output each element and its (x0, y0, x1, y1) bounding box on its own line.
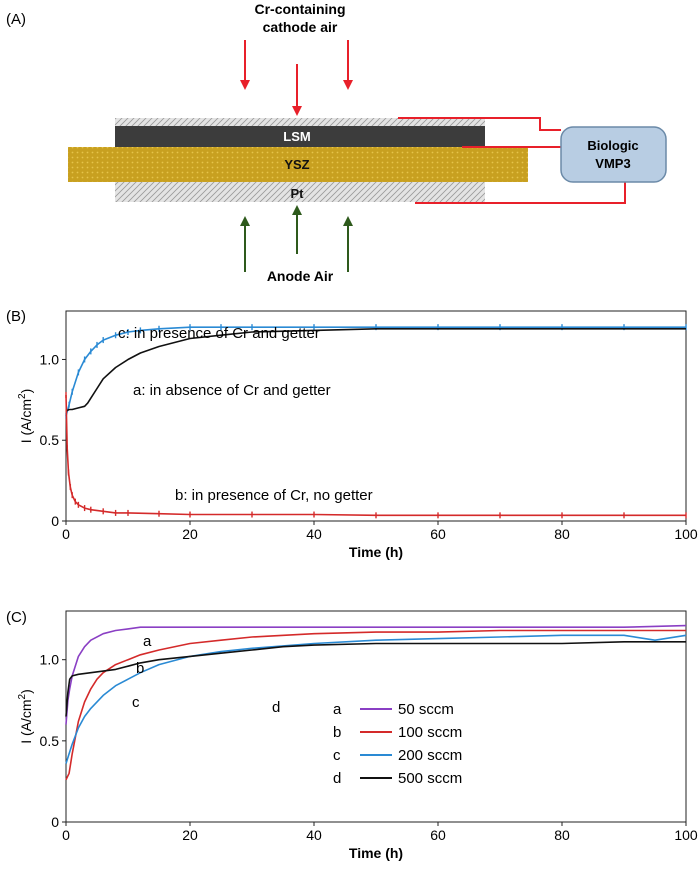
panel-label-a: (A) (6, 11, 26, 28)
chart-c-x-tick-label: 60 (430, 827, 446, 843)
instrument-label-line2: VMP3 (595, 156, 630, 171)
panel-label-b: (B) (6, 308, 26, 325)
chart-c-series-3-line (65, 640, 686, 717)
chart-b-y-tick-label: 0.5 (40, 432, 60, 448)
pt-layer (115, 182, 485, 202)
curve-letter-a: a (143, 633, 152, 650)
curve-letter-d: d (272, 699, 280, 716)
chart-c-x-tick-label: 80 (554, 827, 570, 843)
lsm-label: LSM (283, 129, 310, 144)
chart-b-y-tick-label: 1.0 (40, 351, 60, 367)
chart-c-y-tick-label: 0.5 (40, 733, 60, 749)
chart-b: 0 20 40 60 80 100 0 0.5 1.0 Time (h) I (A/cm2) (17, 310, 698, 560)
ysz-electrolyte (68, 147, 528, 182)
cathode-air-label-line1: Cr-containing (255, 1, 346, 17)
chart-c-series-2-line (65, 634, 687, 764)
chart-b-x-tick-label: 100 (674, 526, 698, 542)
instrument-label-line1: Biologic (587, 138, 638, 153)
wires (398, 117, 626, 204)
ysz-label: YSZ (284, 157, 309, 172)
chart-c-y-tick-label: 1.0 (40, 652, 60, 668)
chart-b-x-axis-title: Time (h) (349, 544, 403, 560)
chart-c-series-0-line (65, 624, 687, 725)
chart-b-x-tick-label: 0 (62, 526, 70, 542)
chart-c-x-tick-label: 40 (306, 827, 322, 843)
legend-label-100: 100 sccm (398, 724, 462, 741)
chart-b-series-2-line (65, 394, 686, 517)
curve-letter-b: b (136, 660, 144, 677)
chart-c-y-tick-label: 0 (51, 814, 59, 830)
annotation-b: b: in presence of Cr, no getter (175, 487, 373, 504)
chart-c-x-tick-label: 0 (62, 827, 70, 843)
curve-letter-c: c (132, 694, 140, 711)
chart-b-series-0-line (65, 326, 686, 417)
chart-b-y-axis-title: I (A/cm2) (17, 389, 34, 444)
legend-letter-d: d (333, 770, 341, 787)
chart-b-x-tick-label: 40 (306, 526, 322, 542)
lsm-layer (115, 126, 485, 147)
chart-c: 0 20 40 60 80 100 0 0.5 1.0 Time (h) I (A/cm2) (17, 610, 698, 861)
anode-air-arrows (240, 205, 353, 272)
chart-c-y-axis-title: I (A/cm2) (17, 689, 34, 744)
chart-c-x-tick-label: 20 (182, 827, 198, 843)
legend-label-500: 500 sccm (398, 770, 462, 787)
cathode-air-arrows (240, 40, 353, 116)
chart-b-x-tick-label: 20 (182, 526, 198, 542)
legend-letter-a: a (333, 701, 342, 718)
legend-letter-c: c (333, 747, 341, 764)
legend-letter-b: b (333, 724, 341, 741)
cell-stack (68, 118, 528, 202)
chart-b-y-tick-label: 0 (51, 513, 59, 529)
instrument-box (560, 126, 667, 183)
anode-air-label: Anode Air (267, 268, 334, 284)
pt-label: Pt (291, 186, 305, 201)
chart-b-plot-frame (65, 310, 687, 522)
panel-label-c: (C) (6, 609, 27, 626)
chart-c-x-tick-label: 100 (674, 827, 698, 843)
chart-b-series-1-line (65, 327, 686, 412)
cathode-current-collector (115, 118, 485, 126)
annotation-c: c: in presence of Cr and getter (118, 325, 320, 342)
chart-b-x-tick-label: 60 (430, 526, 446, 542)
legend-label-200: 200 sccm (398, 747, 462, 764)
legend-c: a 50 sccm b 100 sccm c 200 sccm d 500 sc… (333, 701, 462, 787)
cathode-air-label-line2: cathode air (263, 19, 338, 35)
chart-c-series-1-line (65, 629, 686, 781)
chart-c-x-axis-title: Time (h) (349, 845, 403, 861)
chart-b-x-tick-label: 80 (554, 526, 570, 542)
annotation-a: a: in absence of Cr and getter (133, 382, 331, 399)
legend-label-50: 50 sccm (398, 701, 454, 718)
